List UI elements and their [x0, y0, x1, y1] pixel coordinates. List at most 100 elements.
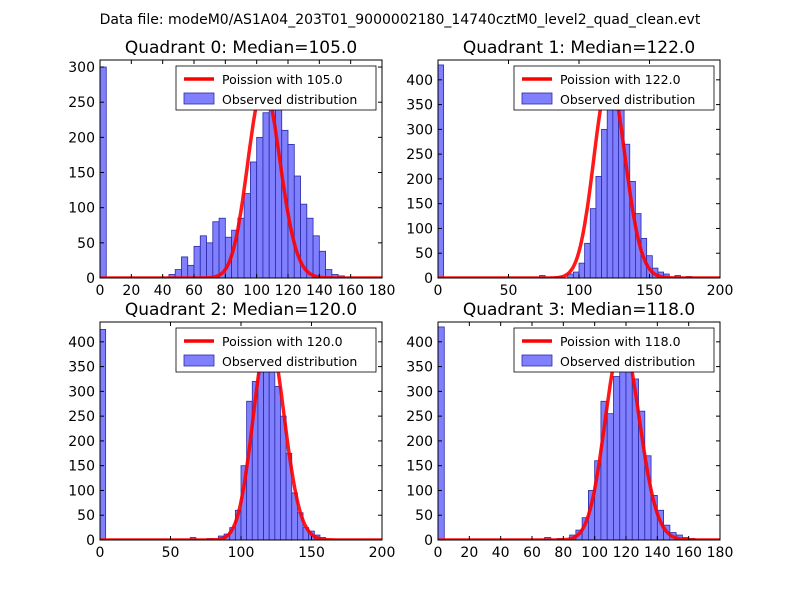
- histogram-bar: [268, 348, 276, 540]
- legend-bar-swatch: [521, 354, 553, 367]
- axes-frame: [99, 59, 383, 279]
- x-tick-label: 100: [228, 545, 255, 561]
- x-tick-label: 120: [275, 283, 302, 299]
- y-tick-label: 0: [424, 271, 433, 287]
- y-tick-label: 250: [68, 409, 95, 425]
- histogram-bar: [274, 386, 281, 540]
- x-tick-label: 20: [122, 283, 140, 299]
- y-tick-label: 400: [68, 335, 95, 351]
- histogram-bar: [187, 264, 195, 278]
- histogram-bar: [572, 271, 580, 278]
- histogram-bar: [606, 413, 614, 540]
- y-tick-label: 250: [406, 147, 433, 163]
- histogram-bar: [206, 242, 214, 278]
- histogram-bar: [199, 235, 207, 278]
- y-tick-label: 200: [68, 434, 95, 450]
- y-tick-label: 0: [86, 533, 95, 549]
- y-tick-label: 350: [406, 98, 433, 114]
- legend: Poission with 118.0 Observed distribution: [513, 327, 715, 373]
- axes-frame: [437, 321, 721, 541]
- subplot-title: Quadrant 3: Median=118.0: [463, 300, 695, 320]
- histogram-bar: [100, 329, 107, 540]
- histogram-bar: [212, 221, 220, 278]
- legend: Poission with 120.0 Observed distribution: [175, 327, 377, 373]
- y-tick-label: 100: [68, 483, 95, 499]
- y-tick-label: 100: [406, 221, 433, 237]
- plot-area: [438, 64, 720, 278]
- x-tick-label: 80: [554, 545, 572, 561]
- histogram-bar: [312, 235, 320, 278]
- legend-bar-swatch: [183, 92, 215, 105]
- y-tick-label: 50: [77, 508, 95, 524]
- x-tick-label: 120: [613, 545, 640, 561]
- x-tick-label: 0: [96, 545, 105, 561]
- subplot-title: Quadrant 2: Median=120.0: [125, 300, 357, 320]
- subplot-title: Quadrant 0: Median=105.0: [125, 38, 357, 58]
- x-tick-label: 80: [216, 283, 234, 299]
- x-tick-label: 150: [636, 283, 663, 299]
- histogram-bar: [243, 193, 251, 278]
- subplot-title: Quadrant 1: Median=122.0: [463, 38, 695, 58]
- y-tick-label: 150: [68, 166, 95, 182]
- x-tick-label: 0: [434, 545, 443, 561]
- x-tick-label: 140: [644, 545, 671, 561]
- legend-curve-label: Poission with 122.0: [560, 72, 681, 87]
- x-tick-label: 180: [369, 283, 396, 299]
- plot-area: [438, 326, 720, 540]
- y-tick-label: 300: [406, 122, 433, 138]
- y-tick-label: 50: [415, 246, 433, 262]
- x-tick-label: 180: [707, 545, 734, 561]
- legend-frame: [175, 327, 377, 373]
- legend-bar-swatch: [521, 92, 553, 105]
- x-tick-label: 0: [434, 283, 443, 299]
- subplot-grid: Quadrant 0: Median=105.00 20 40 60 80 100 120 1…: [68, 38, 733, 561]
- histogram-bar: [318, 250, 327, 278]
- subplot-quadrant-1: Quadrant 1: Median=122.0 0 50 100 150 200 0 50 1…: [406, 38, 733, 299]
- histogram-bar: [613, 376, 621, 540]
- x-tick-label: 100: [243, 283, 270, 299]
- subplot-quadrant-2: Quadrant 2: Median=120.0 0 50 100 150 200 0 50 1…: [68, 300, 395, 561]
- y-tick-label: 400: [406, 335, 433, 351]
- histogram-bar: [181, 256, 189, 278]
- y-tick-label: 0: [86, 271, 95, 287]
- histogram-bar: [249, 161, 258, 278]
- histogram-bar: [606, 106, 614, 278]
- x-tick-label: 60: [185, 283, 203, 299]
- x-tick-label: 100: [581, 545, 608, 561]
- x-tick-label: 50: [500, 283, 518, 299]
- y-tick-label: 150: [68, 459, 95, 475]
- legend-curve-label: Poission with 120.0: [222, 334, 343, 349]
- legend-bar-label: Observed distribution: [222, 92, 357, 107]
- y-tick-label: 250: [406, 409, 433, 425]
- histogram-bar: [275, 91, 283, 278]
- histogram-bar: [578, 262, 586, 278]
- y-tick-label: 300: [68, 60, 95, 76]
- histogram-bar: [306, 217, 314, 278]
- x-tick-label: 60: [523, 545, 541, 561]
- histogram-bar: [619, 366, 627, 540]
- x-tick-label: 20: [460, 545, 478, 561]
- x-tick-label: 150: [298, 545, 325, 561]
- poisson-curve: [438, 339, 720, 540]
- y-tick-label: 400: [406, 73, 433, 89]
- y-tick-label: 200: [68, 130, 95, 146]
- y-tick-label: 300: [68, 384, 95, 400]
- x-tick-label: 160: [675, 545, 702, 561]
- y-tick-label: 350: [68, 360, 95, 376]
- legend-curve-label: Poission with 118.0: [560, 334, 681, 349]
- legend: Poission with 105.0 Observed distribution: [175, 65, 377, 111]
- x-tick-label: 140: [306, 283, 333, 299]
- legend: Poission with 122.0 Observed distribution: [513, 65, 715, 111]
- legend-bar-label: Observed distribution: [560, 354, 695, 369]
- poisson-curve: [100, 84, 382, 278]
- x-tick-label: 50: [162, 545, 180, 561]
- x-tick-label: 40: [492, 545, 510, 561]
- subplot-quadrant-0: Quadrant 0: Median=105.00 20 40 60 80 100 120 1…: [68, 38, 395, 299]
- y-tick-label: 50: [77, 236, 95, 252]
- y-tick-label: 150: [406, 459, 433, 475]
- x-tick-label: 100: [566, 283, 593, 299]
- plot-area: [100, 329, 382, 540]
- histogram-bar: [584, 242, 591, 278]
- histogram-bar: [257, 363, 264, 540]
